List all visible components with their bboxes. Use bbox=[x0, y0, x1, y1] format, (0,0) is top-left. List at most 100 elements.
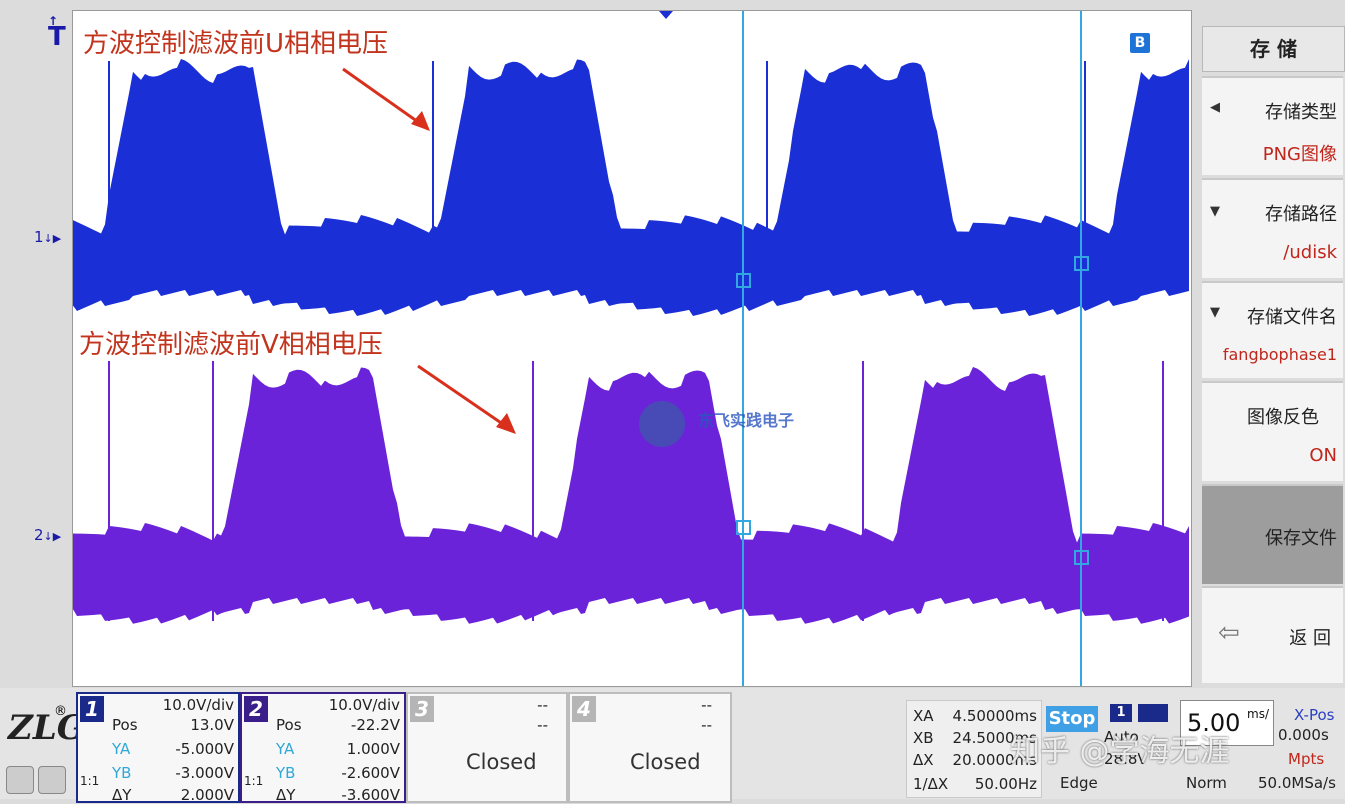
ch2-yb: -2.600V bbox=[341, 764, 400, 782]
ch2-annotation: 方波控制滤波前V相相电压 bbox=[79, 330, 383, 360]
trigger-source-badge[interactable]: 1 bbox=[1110, 704, 1132, 722]
menu-item-invert[interactable]: 图像反色 ON bbox=[1202, 381, 1343, 481]
menu-item-filename[interactable]: ▼ 存储文件名 fangbophase1 bbox=[1202, 281, 1343, 378]
menu-item-label: 保存文件 bbox=[1265, 528, 1337, 549]
xa-label: XA bbox=[913, 707, 934, 725]
trigger-level-marker: T bbox=[48, 22, 66, 52]
arrow-down-icon: ▼ bbox=[1210, 305, 1220, 320]
brand-logo: ZLG bbox=[8, 708, 86, 748]
ch2-spikes bbox=[108, 361, 1164, 621]
ch3-scale: -- bbox=[537, 696, 548, 714]
waveform-canvas bbox=[73, 11, 1189, 686]
annotation-arrowhead bbox=[411, 111, 430, 131]
menu-item-value: /udisk bbox=[1283, 242, 1337, 263]
xpos-value: 0.000s bbox=[1278, 726, 1329, 744]
ch3-info-panel[interactable]: 3 -- -- Closed bbox=[406, 692, 568, 803]
ch2-dy: -3.600V bbox=[341, 786, 400, 804]
run-stop-indicator[interactable]: Stop bbox=[1046, 706, 1098, 732]
watermark-logo-icon bbox=[639, 401, 685, 447]
menu-item-label: 存储文件名 bbox=[1247, 307, 1337, 328]
cursor-marker bbox=[1074, 256, 1089, 271]
ch4-scale: -- bbox=[701, 696, 712, 714]
ch2-pos: -22.2V bbox=[350, 716, 400, 734]
ch1-dy: 2.000V bbox=[180, 786, 234, 804]
menu-item-label: 存储路径 bbox=[1265, 204, 1337, 225]
xb-value: 24.5000ms bbox=[952, 729, 1037, 747]
timebase-value: 5.00 bbox=[1187, 709, 1241, 737]
sample-rate: 50.0MSa/s bbox=[1258, 774, 1336, 792]
ch4-pos: -- bbox=[701, 716, 712, 734]
ch3-pos: -- bbox=[537, 716, 548, 734]
ch1-ya: -5.000V bbox=[175, 740, 234, 758]
registered-mark-icon: ® bbox=[54, 704, 67, 719]
ch1-waveform bbox=[73, 59, 1189, 316]
menu-item-value: PNG图像 bbox=[1262, 144, 1337, 165]
inv-dx-value: 50.00Hz bbox=[974, 775, 1037, 793]
menu-item-label: 存储类型 bbox=[1265, 102, 1337, 123]
cursor-b-label[interactable]: B bbox=[1130, 33, 1150, 53]
memory-depth: Mpts bbox=[1288, 750, 1325, 768]
ch1-marker-label: 1 bbox=[34, 228, 44, 246]
cursor-marker bbox=[1074, 550, 1089, 565]
ch1-spikes bbox=[108, 61, 1086, 291]
dx-value: 20.0000ms bbox=[952, 751, 1037, 769]
trigger-mode[interactable]: Auto bbox=[1104, 728, 1139, 746]
ch2-ya-label: YA bbox=[276, 740, 295, 758]
arrow-down-icon: ▼ bbox=[1210, 204, 1220, 219]
zhihu-watermark: 知乎 @学海无涯 bbox=[1010, 734, 1230, 769]
menu-item-label: 图像反色 bbox=[1247, 407, 1319, 428]
status-bar: ZLG ® 1 10.0V/div Pos 13.0V YA -5.000V Y… bbox=[0, 688, 1345, 804]
timebase-unit: ms/ bbox=[1247, 707, 1269, 721]
ch2-yb-label: YB bbox=[276, 764, 296, 782]
trigger-position-marker bbox=[659, 11, 673, 19]
ch2-waveform bbox=[73, 367, 1189, 624]
waveform-display[interactable]: 方波控制滤波前U相相电压 方波控制滤波前V相相电压 B 东飞实践电子 bbox=[72, 10, 1192, 687]
trigger-level: 28.8V bbox=[1104, 750, 1148, 768]
watermark-text: 东飞实践电子 bbox=[698, 411, 795, 430]
menu-title: 存 储 bbox=[1202, 26, 1345, 72]
ch2-marker-label: 2 bbox=[34, 526, 44, 544]
timebase-display[interactable]: 5.00 ms/ bbox=[1180, 700, 1274, 746]
trigger-up-icon: ↑ bbox=[48, 14, 59, 28]
ch1-pos-label: Pos bbox=[112, 716, 138, 734]
ch1-scale: 10.0V/div bbox=[162, 696, 234, 714]
cursor-marker bbox=[736, 520, 751, 535]
ch2-level-marker[interactable]: 2↓▶ bbox=[34, 526, 62, 544]
ch1-annotation: 方波控制滤波前U相相电压 bbox=[83, 29, 389, 59]
display-icon[interactable] bbox=[38, 766, 66, 794]
inv-dx-label: 1/ΔX bbox=[913, 775, 949, 793]
acquire-mode[interactable]: Norm bbox=[1186, 774, 1227, 792]
ch1-yb: -3.000V bbox=[175, 764, 234, 782]
annotation-arrow bbox=[417, 364, 514, 433]
back-button[interactable]: ⇦ 返 回 bbox=[1202, 586, 1343, 683]
ch2-pos-label: Pos bbox=[276, 716, 302, 734]
annotation-arrow bbox=[342, 67, 429, 131]
cursor-readout-panel[interactable]: XA 4.50000ms XB 24.5000ms ΔX 20.0000ms 1… bbox=[906, 700, 1042, 798]
trigger-menu-icon[interactable] bbox=[1138, 704, 1168, 722]
save-file-button[interactable]: 保存文件 bbox=[1202, 484, 1343, 584]
menu-item-storage-type[interactable]: ◀ 存储类型 PNG图像 bbox=[1202, 76, 1343, 175]
xb-label: XB bbox=[913, 729, 934, 747]
ch1-ratio: 1:1 bbox=[80, 774, 100, 788]
ch1-info-panel[interactable]: 1 10.0V/div Pos 13.0V YA -5.000V YB -3.0… bbox=[76, 692, 240, 804]
storage-menu: 存 储 ◀ 存储类型 PNG图像 ▼ 存储路径 /udisk ▼ 存储文件名 f… bbox=[1196, 26, 1345, 799]
ch2-info-panel[interactable]: 2 10.0V/div Pos -22.2V YA 1.000V YB -2.6… bbox=[240, 692, 406, 804]
ch1-ya-label: YA bbox=[112, 740, 131, 758]
probe-icon[interactable] bbox=[6, 766, 34, 794]
ch2-badge: 2 bbox=[244, 696, 268, 722]
ch2-scale: 10.0V/div bbox=[328, 696, 400, 714]
trigger-type[interactable]: Edge bbox=[1060, 774, 1098, 792]
ch4-badge: 4 bbox=[572, 696, 596, 722]
ch2-dy-label: ΔY bbox=[276, 786, 296, 804]
menu-item-storage-path[interactable]: ▼ 存储路径 /udisk bbox=[1202, 178, 1343, 278]
ch1-badge: 1 bbox=[80, 696, 104, 722]
ch4-info-panel[interactable]: 4 -- -- Closed bbox=[568, 692, 732, 803]
ch1-pos: 13.0V bbox=[190, 716, 234, 734]
menu-item-value: ON bbox=[1309, 445, 1337, 466]
ch1-level-marker[interactable]: 1↓▶ bbox=[34, 228, 62, 246]
cursor-marker bbox=[736, 273, 751, 288]
ch1-dy-label: ΔY bbox=[112, 786, 132, 804]
arrow-left-icon: ◀ bbox=[1210, 100, 1220, 115]
dx-label: ΔX bbox=[913, 751, 934, 769]
ch1-yb-label: YB bbox=[112, 764, 132, 782]
